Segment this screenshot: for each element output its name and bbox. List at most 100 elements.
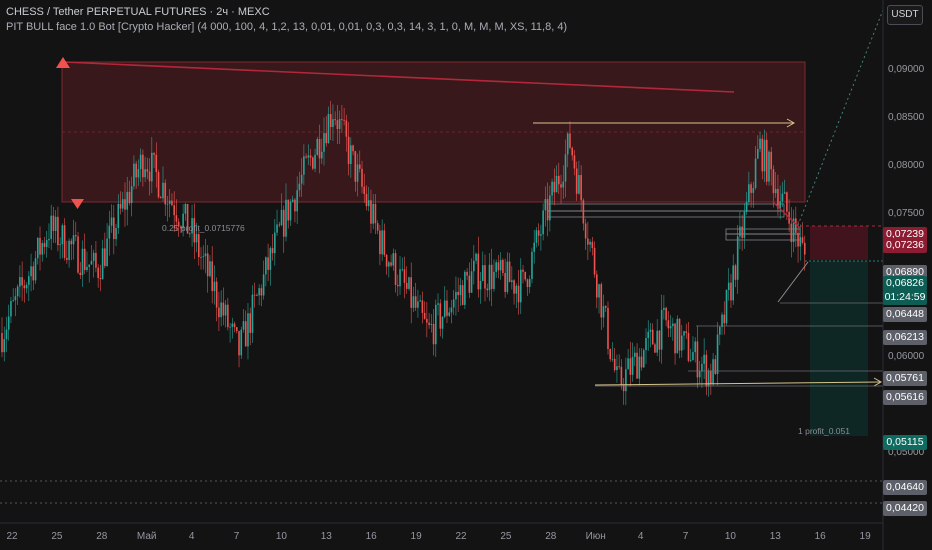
candle-body	[110, 217, 113, 226]
candle-body	[649, 329, 652, 332]
candle-body	[258, 288, 260, 296]
currency-unit-button[interactable]: USDT	[887, 5, 923, 25]
candle-body	[151, 152, 153, 182]
candle-body	[296, 190, 298, 212]
y-tick-label: 0,08500	[888, 111, 925, 123]
candle-body	[41, 243, 44, 255]
candle-body	[350, 145, 352, 165]
candle-body	[739, 226, 741, 237]
candle-body	[625, 369, 627, 392]
candle-body	[795, 218, 797, 233]
candle-body	[276, 224, 278, 233]
candle-body	[115, 227, 117, 240]
candle-body	[678, 318, 681, 351]
candle-body	[30, 266, 32, 277]
candle-body	[215, 281, 218, 308]
candle-body	[694, 341, 696, 353]
price-label: 0,07236	[883, 237, 927, 253]
candle-body	[423, 312, 426, 319]
candle-body	[171, 200, 173, 206]
candle-body	[309, 155, 312, 158]
candle-body	[477, 253, 480, 290]
candle-body	[358, 164, 361, 169]
x-tick-label: 19	[410, 531, 422, 542]
candle-body	[441, 316, 444, 329]
candle-body	[667, 320, 670, 329]
x-tick-label: 10	[724, 531, 736, 542]
candle-body	[367, 200, 370, 207]
candle-body	[262, 274, 265, 296]
candle-body	[388, 262, 390, 267]
candle-body	[564, 154, 567, 182]
candle-body	[314, 154, 316, 169]
candle-body	[535, 230, 538, 243]
candle-body	[730, 282, 732, 301]
candle-body	[417, 301, 419, 308]
candle-body	[419, 300, 421, 302]
candle-body	[54, 216, 57, 231]
candle-body	[622, 385, 625, 392]
candle-body	[542, 210, 544, 235]
candle-body	[25, 284, 28, 289]
candle-body	[703, 354, 705, 364]
candle-body	[242, 321, 245, 330]
candle-body	[16, 286, 19, 297]
candle-body	[52, 215, 55, 231]
candle-body	[443, 300, 446, 317]
price-label: 0,06826	[883, 275, 927, 291]
candle-body	[540, 234, 542, 236]
candle-body	[455, 291, 457, 300]
candle-body	[253, 294, 256, 296]
candle-body	[712, 359, 714, 385]
candle-body	[329, 114, 332, 128]
candle-body	[651, 329, 654, 345]
candle-body	[356, 164, 359, 182]
candle-body	[323, 133, 325, 152]
candle-body	[631, 356, 634, 375]
candle-body	[600, 284, 603, 318]
candle-body	[157, 172, 160, 198]
candle-body	[312, 157, 314, 169]
x-tick-label: Июн	[585, 531, 606, 542]
candle-body	[457, 291, 459, 296]
candle-body	[399, 269, 401, 287]
candle-body	[665, 307, 667, 321]
candle-body	[307, 155, 310, 158]
candle-body	[23, 285, 26, 289]
candle-body	[135, 163, 137, 178]
candle-body	[303, 156, 305, 175]
x-tick-label: 13	[769, 531, 781, 542]
candle-body	[546, 199, 549, 221]
candle-body	[801, 237, 804, 243]
candle-body	[741, 226, 743, 238]
candle-body	[551, 181, 553, 196]
candle-body	[519, 269, 522, 303]
candle-body	[379, 230, 381, 255]
candle-body	[475, 253, 477, 261]
candle-body	[488, 264, 491, 291]
candle-body	[560, 184, 562, 188]
candle-body	[88, 264, 91, 267]
candle-body	[757, 148, 759, 159]
gold-arrow-bottom	[594, 381, 881, 386]
candle-body	[638, 356, 641, 379]
candle-body	[528, 279, 531, 288]
candle-body	[669, 326, 672, 329]
candle-body	[224, 304, 227, 316]
candle-body	[21, 277, 23, 286]
candle-body	[584, 223, 587, 239]
candle-body	[533, 242, 535, 252]
x-tick-label: 13	[320, 531, 332, 542]
candle-body	[676, 318, 679, 354]
candle-body	[45, 240, 48, 247]
candle-body	[553, 181, 556, 193]
indicator-legend[interactable]: PIT BULL face 1.0 Bot [Crypto Hacker] (4…	[6, 21, 568, 33]
x-tick-label: 16	[814, 531, 826, 542]
candle-body	[32, 266, 35, 281]
candle-body	[231, 323, 234, 327]
candle-body	[774, 188, 777, 194]
candle-body	[5, 329, 8, 340]
candle-body	[609, 348, 612, 360]
candle-body	[580, 175, 582, 201]
